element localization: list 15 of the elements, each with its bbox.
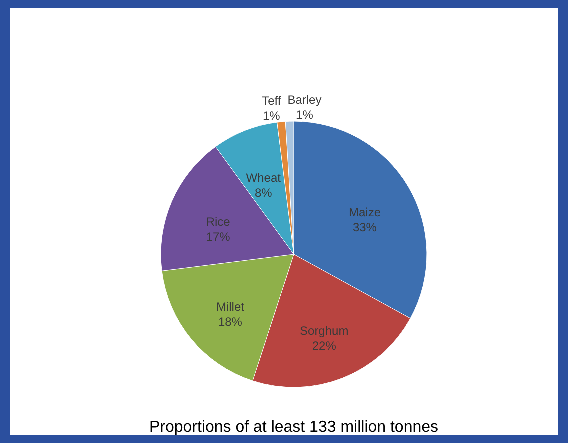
slice-label: Wheat [246, 170, 282, 185]
data-label: 1% [263, 109, 281, 124]
data-label: 17% [206, 230, 231, 244]
slice-label: Millet [216, 300, 246, 314]
data-label: 8% [254, 186, 273, 200]
data-label: 1% [296, 108, 314, 122]
text: Proportions of at least 133 million tonnes [149, 419, 439, 436]
data-label: 18% [218, 315, 243, 330]
slice-label: Rice [206, 214, 231, 229]
slice-label: Maize [348, 206, 382, 220]
slice-label: Teff [262, 94, 282, 108]
slice-label: Barley [288, 92, 322, 107]
data-label: 22% [312, 339, 337, 354]
slice-label: Sorghum [300, 324, 349, 338]
data-label: 33% [352, 220, 378, 235]
